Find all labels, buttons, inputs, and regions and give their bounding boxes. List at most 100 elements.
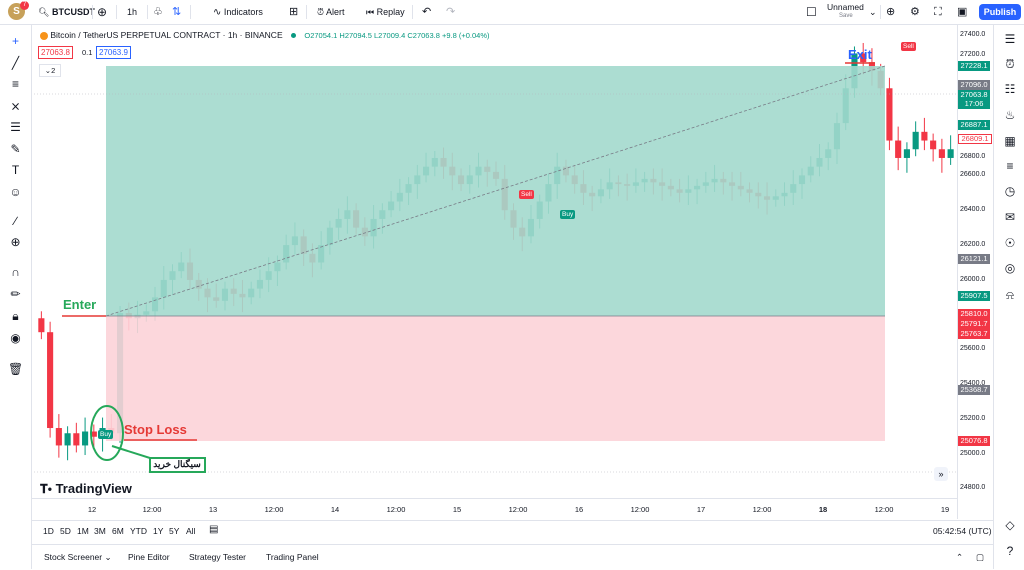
candle-body xyxy=(571,175,578,185)
templates-grid-icon[interactable]: ⊞ xyxy=(289,6,299,18)
brush-icon[interactable]: ✎ xyxy=(10,142,21,156)
zoom-in-icon[interactable]: ⊕ xyxy=(10,235,21,249)
range-5y[interactable]: 5Y xyxy=(169,526,180,536)
fullscreen-icon[interactable]: ⛶ xyxy=(934,6,942,18)
time-tick: 18 xyxy=(818,505,828,514)
candle-body xyxy=(274,262,281,272)
settings-gear-icon[interactable]: ⚙ xyxy=(910,6,920,18)
indicator-collapse-toggle[interactable]: ⌄2 xyxy=(39,64,61,77)
price-tick: 25400.0 xyxy=(960,380,986,387)
eye-icon[interactable]: ◉ xyxy=(10,331,21,345)
chart-legend[interactable]: Bitcoin / TetherUS PERPETUAL CONTRACT · … xyxy=(40,30,490,40)
buy-tag: Buy xyxy=(560,210,576,219)
compare-add-icon[interactable]: ⊕ xyxy=(97,5,108,19)
range-3m[interactable]: 3M xyxy=(94,526,106,536)
lock-drawings-icon[interactable]: ✏ xyxy=(10,287,21,301)
candle-body xyxy=(816,157,823,167)
pattern-icon[interactable]: ⨯ xyxy=(10,99,21,113)
tab-stock-screener[interactable]: Stock Screener ⌄ xyxy=(44,552,112,563)
candle-body xyxy=(676,189,683,193)
chevron-up-icon[interactable]: ⌃ xyxy=(956,552,964,562)
horizontal-lines-icon[interactable]: ≡ xyxy=(11,77,19,91)
range-1y[interactable]: 1Y xyxy=(153,526,164,536)
text-tool-icon[interactable]: T xyxy=(11,163,20,177)
alert-button[interactable]: ⏰︎ Alert xyxy=(317,4,345,20)
candle-style-icon[interactable]: ♧ xyxy=(153,6,163,18)
candle-body xyxy=(659,182,666,186)
ideas-icon[interactable]: ◷ xyxy=(1004,184,1016,198)
trend-line-icon[interactable]: ╱ xyxy=(11,56,20,70)
candle-body xyxy=(589,192,596,197)
fib-icon[interactable]: ☰ xyxy=(10,120,21,134)
time-axis[interactable] xyxy=(32,498,957,520)
undo-icon[interactable]: ↶ xyxy=(422,6,432,18)
chat-icon[interactable]: ✉ xyxy=(1004,210,1016,224)
hotlist-flame-icon[interactable]: ♨ xyxy=(1004,108,1016,122)
range-all[interactable]: All xyxy=(186,526,196,536)
candle-body xyxy=(55,428,62,446)
publish-button[interactable]: Publish xyxy=(979,4,1021,20)
layout-checkbox-icon[interactable]: ☐ xyxy=(806,5,817,19)
candle-body xyxy=(82,431,89,446)
calendar-icon[interactable]: ▦ xyxy=(1004,134,1016,148)
range-ytd[interactable]: YTD xyxy=(130,526,147,536)
redo-icon[interactable]: ↷ xyxy=(446,6,456,18)
tab-pine-editor[interactable]: Pine Editor xyxy=(128,552,170,562)
sell-price-box[interactable]: 27063.8 xyxy=(38,46,73,59)
lock-icon[interactable]: 🔒︎ xyxy=(12,309,19,323)
candle-body xyxy=(431,157,438,167)
interval-select[interactable]: 1h xyxy=(127,7,138,17)
price-axis[interactable] xyxy=(957,25,994,519)
tab-trading-panel[interactable]: Trading Panel xyxy=(266,552,319,562)
maximize-panel-icon[interactable]: ▢ xyxy=(976,552,985,562)
layout-name[interactable]: Unnamed Save xyxy=(827,3,864,21)
symbol-search[interactable]: 🔍︎ BTCUSDT xyxy=(38,4,95,20)
time-tick: 12:00 xyxy=(386,505,406,514)
utc-clock[interactable]: 05:42:54 (UTC) xyxy=(933,526,992,536)
ruler-icon[interactable]: ∕ xyxy=(14,214,17,228)
emoji-icon[interactable]: ☺ xyxy=(9,185,22,199)
candle-body xyxy=(545,184,552,202)
watchlist-icon[interactable]: ☰ xyxy=(1004,32,1016,46)
candle-body xyxy=(624,184,631,186)
ideas-stream-icon[interactable]: ☉ xyxy=(1004,236,1016,250)
indicators-button[interactable]: ∿ Indicators xyxy=(213,4,263,20)
scroll-to-realtime-button[interactable]: » xyxy=(934,467,948,481)
price-tick: 26800.0 xyxy=(960,153,986,160)
notifications-bell-icon[interactable]: ⍾ xyxy=(1006,288,1014,302)
tab-label: Stock Screener xyxy=(44,552,103,562)
magnet-icon[interactable]: ∩ xyxy=(11,265,20,279)
goto-date-icon[interactable]: ▤ xyxy=(209,524,219,535)
alerts-clock-icon[interactable]: ⏰︎ xyxy=(1005,57,1015,71)
candle-body xyxy=(90,431,97,437)
bar-style-icon[interactable]: ⇅ xyxy=(172,6,182,18)
object-tree-icon[interactable]: ◇ xyxy=(1005,518,1015,532)
price-chart[interactable] xyxy=(32,25,994,519)
time-tick: 12:00 xyxy=(264,505,284,514)
replay-button[interactable]: ⏮︎ Replay xyxy=(366,4,405,20)
range-5d[interactable]: 5D xyxy=(60,526,71,536)
trash-icon[interactable]: 🗑︎ xyxy=(8,362,24,376)
candle-body xyxy=(492,171,500,179)
data-window-icon[interactable]: ☷ xyxy=(1004,82,1016,96)
range-6m[interactable]: 6M xyxy=(112,526,124,536)
help-icon[interactable]: ? xyxy=(1006,544,1014,558)
candle-body xyxy=(73,433,80,446)
range-1d[interactable]: 1D xyxy=(43,526,54,536)
tab-strategy-tester[interactable]: Strategy Tester xyxy=(189,552,247,562)
candle-body xyxy=(283,245,290,263)
candle-body xyxy=(396,192,403,202)
chevron-down-icon[interactable]: ⌄ xyxy=(869,7,877,17)
signals-icon[interactable]: ◎ xyxy=(1004,261,1016,275)
crosshair-icon[interactable]: + xyxy=(11,34,19,48)
range-1m[interactable]: 1M xyxy=(77,526,89,536)
candle-body xyxy=(938,149,945,158)
news-icon[interactable]: ≡ xyxy=(1006,159,1014,173)
time-tick: 13 xyxy=(208,505,218,514)
candle-body xyxy=(116,313,124,434)
buy-price-box[interactable]: 27063.9 xyxy=(96,46,131,59)
quick-search-icon[interactable]: ⊕ xyxy=(886,6,896,18)
candle-body xyxy=(370,218,377,237)
camera-icon[interactable]: ▣ xyxy=(957,6,968,18)
price-tick: 27400.0 xyxy=(960,31,986,38)
